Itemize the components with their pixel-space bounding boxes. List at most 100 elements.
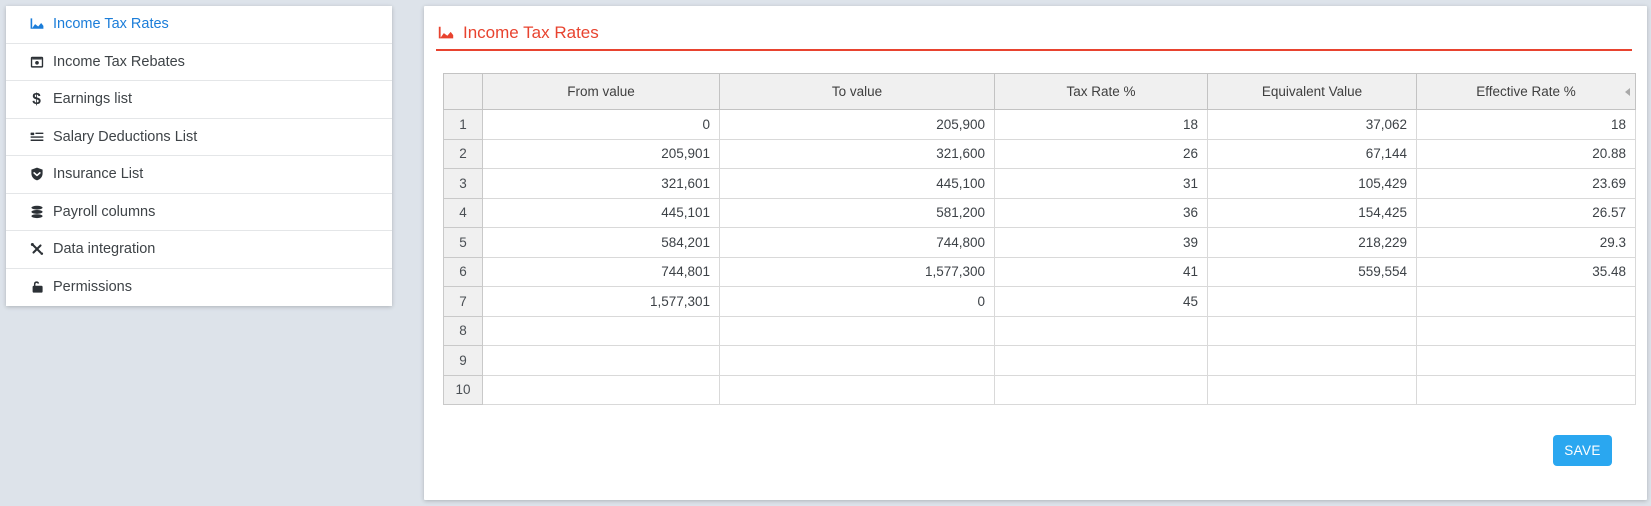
- table-row: 1 0 205,900 18 37,062 18: [443, 109, 1636, 140]
- row-number-cell: 1: [443, 109, 483, 140]
- grid-cell[interactable]: 36: [994, 197, 1208, 228]
- grid-header-row: From value To value Tax Rate % Equivalen…: [443, 73, 1636, 110]
- main-panel: Income Tax Rates From value To value Tax…: [424, 6, 1647, 500]
- grid-cell[interactable]: [1416, 315, 1636, 346]
- grid-cell[interactable]: [719, 374, 995, 405]
- grid-cell[interactable]: [482, 374, 720, 405]
- grid-cell[interactable]: 0: [482, 109, 720, 140]
- grid-cell[interactable]: 321,601: [482, 168, 720, 199]
- table-row: 6 744,801 1,577,300 41 559,554 35.48: [443, 256, 1636, 287]
- grid-cell[interactable]: 205,901: [482, 138, 720, 169]
- grid-cell[interactable]: 26: [994, 138, 1208, 169]
- grid-cell[interactable]: 1,577,300: [719, 256, 995, 287]
- column-header-tax-rate[interactable]: Tax Rate %: [994, 73, 1208, 110]
- table-row: 10: [443, 374, 1636, 405]
- grid-cell[interactable]: 23.69: [1416, 168, 1636, 199]
- column-header-label: Effective Rate %: [1476, 84, 1576, 99]
- sidebar-item-earnings-list[interactable]: $ Earnings list: [6, 81, 392, 119]
- area-chart-icon: [436, 24, 456, 42]
- grid-cell[interactable]: 445,101: [482, 197, 720, 228]
- grid-cell[interactable]: 154,425: [1207, 197, 1417, 228]
- grid-cell[interactable]: 581,200: [719, 197, 995, 228]
- sidebar-item-label: Earnings list: [53, 91, 132, 108]
- page-title: Income Tax Rates: [463, 23, 599, 42]
- grid-cell[interactable]: 744,801: [482, 256, 720, 287]
- save-button[interactable]: SAVE: [1553, 435, 1612, 466]
- row-number-cell: 7: [443, 286, 483, 317]
- grid-cell[interactable]: [994, 374, 1208, 405]
- row-number-header: [443, 73, 483, 110]
- column-header-from-value[interactable]: From value: [482, 73, 720, 110]
- sidebar-item-income-tax-rebates[interactable]: Income Tax Rebates: [6, 43, 392, 81]
- row-number-cell: 5: [443, 227, 483, 258]
- sidebar-item-payroll-columns[interactable]: Payroll columns: [6, 193, 392, 231]
- grid-cell[interactable]: [1207, 374, 1417, 405]
- grid-cell[interactable]: [719, 315, 995, 346]
- grid-cell[interactable]: 1,577,301: [482, 286, 720, 317]
- grid-cell[interactable]: 744,800: [719, 227, 995, 258]
- grid-cell[interactable]: 559,554: [1207, 256, 1417, 287]
- grid-cell[interactable]: [994, 315, 1208, 346]
- sidebar-item-income-tax-rates[interactable]: Income Tax Rates: [6, 6, 392, 44]
- column-menu-caret-icon[interactable]: [1625, 88, 1630, 96]
- grid-cell[interactable]: [482, 315, 720, 346]
- sidebar-item-insurance-list[interactable]: Insurance List: [6, 156, 392, 194]
- row-number-cell: 2: [443, 138, 483, 169]
- grid-cell[interactable]: 18: [1416, 109, 1636, 140]
- grid-cell[interactable]: [1207, 286, 1417, 317]
- grid-cell[interactable]: 45: [994, 286, 1208, 317]
- grid-cell[interactable]: 35.48: [1416, 256, 1636, 287]
- sidebar-item-label: Income Tax Rates: [53, 16, 169, 33]
- grid-cell[interactable]: [719, 345, 995, 376]
- sidebar-item-data-integration[interactable]: Data integration: [6, 231, 392, 269]
- column-header-equivalent-value[interactable]: Equivalent Value: [1207, 73, 1417, 110]
- page-title-row: Income Tax Rates: [436, 23, 599, 43]
- table-row: 4 445,101 581,200 36 154,425 26.57: [443, 197, 1636, 228]
- grid-cell[interactable]: [1207, 345, 1417, 376]
- grid-cell[interactable]: [482, 345, 720, 376]
- sidebar-item-salary-deductions-list[interactable]: Salary Deductions List: [6, 118, 392, 156]
- table-row: 2 205,901 321,600 26 67,144 20.88: [443, 138, 1636, 169]
- grid-cell[interactable]: 205,900: [719, 109, 995, 140]
- sidebar-item-permissions[interactable]: Permissions: [6, 268, 392, 306]
- grid-cell[interactable]: [1416, 374, 1636, 405]
- grid-cell[interactable]: 67,144: [1207, 138, 1417, 169]
- dollar-icon: $: [32, 90, 41, 108]
- area-chart-icon: [28, 16, 45, 33]
- grid-cell[interactable]: 0: [719, 286, 995, 317]
- grid-cell[interactable]: 20.88: [1416, 138, 1636, 169]
- sidebar-item-label: Insurance List: [53, 166, 144, 183]
- shield-icon: [28, 166, 45, 183]
- sidebar-item-label: Salary Deductions List: [53, 128, 198, 145]
- table-row: 8: [443, 315, 1636, 346]
- grid-cell[interactable]: 26.57: [1416, 197, 1636, 228]
- column-header-effective-rate[interactable]: Effective Rate %: [1416, 73, 1636, 110]
- grid-cell[interactable]: 584,201: [482, 227, 720, 258]
- grid-cell[interactable]: 321,600: [719, 138, 995, 169]
- column-header-to-value[interactable]: To value: [719, 73, 995, 110]
- row-number-cell: 4: [443, 197, 483, 228]
- table-row: 3 321,601 445,100 31 105,429 23.69: [443, 168, 1636, 199]
- rebates-icon: [28, 53, 45, 70]
- database-icon: [28, 203, 45, 220]
- row-number-cell: 6: [443, 256, 483, 287]
- grid-cell[interactable]: [994, 345, 1208, 376]
- grid-cell[interactable]: 18: [994, 109, 1208, 140]
- grid-cell[interactable]: 31: [994, 168, 1208, 199]
- grid-cell[interactable]: 39: [994, 227, 1208, 258]
- tax-rates-grid: From value To value Tax Rate % Equivalen…: [443, 73, 1636, 405]
- row-number-cell: 3: [443, 168, 483, 199]
- grid-cell[interactable]: [1416, 286, 1636, 317]
- grid-cell[interactable]: 37,062: [1207, 109, 1417, 140]
- grid-cell[interactable]: 41: [994, 256, 1208, 287]
- grid-cell[interactable]: 105,429: [1207, 168, 1417, 199]
- grid-cell[interactable]: [1416, 345, 1636, 376]
- grid-cell[interactable]: 218,229: [1207, 227, 1417, 258]
- row-number-cell: 9: [443, 345, 483, 376]
- grid-cell[interactable]: 445,100: [719, 168, 995, 199]
- grid-cell[interactable]: [1207, 315, 1417, 346]
- lock-open-icon: [28, 279, 45, 296]
- grid-cell[interactable]: 29.3: [1416, 227, 1636, 258]
- sidebar-item-label: Permissions: [53, 279, 132, 296]
